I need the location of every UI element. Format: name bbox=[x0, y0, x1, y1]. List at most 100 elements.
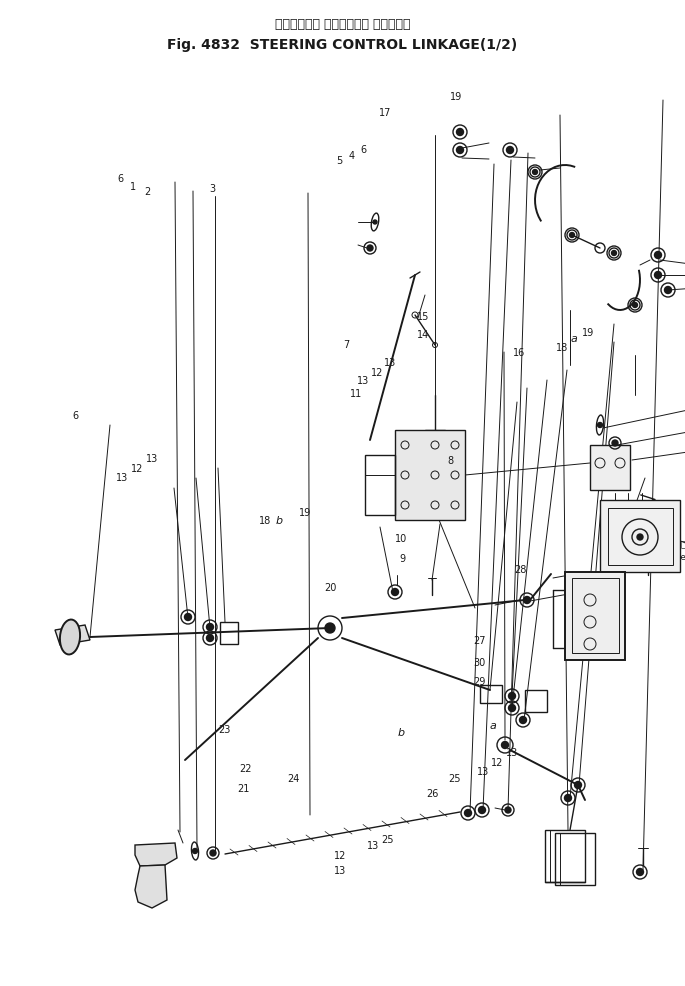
Text: 28: 28 bbox=[514, 565, 527, 575]
Text: 23: 23 bbox=[219, 725, 231, 735]
Circle shape bbox=[464, 810, 471, 816]
Text: 6: 6 bbox=[360, 145, 366, 155]
Circle shape bbox=[532, 170, 538, 175]
Bar bbox=[608, 508, 673, 565]
Ellipse shape bbox=[60, 619, 80, 655]
Text: 6: 6 bbox=[73, 411, 78, 421]
Circle shape bbox=[569, 233, 575, 238]
Bar bbox=[590, 445, 630, 490]
Text: 19: 19 bbox=[450, 92, 462, 102]
Text: ステアリング コントロール リンケージ: ステアリング コントロール リンケージ bbox=[275, 18, 410, 31]
Bar bbox=[480, 685, 502, 703]
Text: 7: 7 bbox=[343, 340, 350, 350]
Text: 8: 8 bbox=[447, 457, 453, 466]
Text: b: b bbox=[276, 516, 283, 526]
Bar bbox=[220, 622, 238, 644]
Circle shape bbox=[632, 303, 638, 308]
Text: 21: 21 bbox=[237, 784, 249, 794]
Text: 9: 9 bbox=[400, 554, 406, 564]
Text: 11: 11 bbox=[350, 389, 362, 399]
Text: 25: 25 bbox=[381, 835, 393, 845]
Text: a: a bbox=[571, 334, 577, 344]
Circle shape bbox=[506, 147, 514, 154]
Text: 15: 15 bbox=[417, 313, 429, 322]
Text: 13: 13 bbox=[384, 358, 397, 368]
Circle shape bbox=[392, 589, 399, 596]
Text: 13: 13 bbox=[506, 748, 519, 758]
Circle shape bbox=[654, 251, 662, 258]
Text: 13: 13 bbox=[146, 455, 158, 464]
Text: 18: 18 bbox=[556, 343, 568, 353]
Text: Steering Case Cover: Steering Case Cover bbox=[672, 552, 685, 561]
Text: 27: 27 bbox=[473, 636, 486, 646]
Circle shape bbox=[664, 287, 671, 294]
Circle shape bbox=[636, 869, 643, 876]
Bar bbox=[572, 578, 619, 653]
Circle shape bbox=[367, 245, 373, 251]
Circle shape bbox=[206, 623, 214, 630]
Text: 13: 13 bbox=[367, 841, 379, 851]
Text: 24: 24 bbox=[287, 774, 299, 784]
Text: 12: 12 bbox=[131, 464, 143, 474]
Bar bbox=[365, 455, 395, 515]
Text: 17: 17 bbox=[379, 108, 391, 118]
Circle shape bbox=[505, 807, 511, 813]
Text: 12: 12 bbox=[371, 368, 383, 378]
Text: 25: 25 bbox=[448, 774, 460, 784]
Circle shape bbox=[210, 850, 216, 856]
Text: b: b bbox=[397, 728, 404, 738]
Text: 12: 12 bbox=[491, 758, 503, 768]
Circle shape bbox=[612, 250, 616, 255]
Text: 2: 2 bbox=[144, 187, 151, 197]
Circle shape bbox=[456, 128, 464, 135]
Circle shape bbox=[519, 717, 527, 724]
Circle shape bbox=[508, 705, 516, 712]
Circle shape bbox=[597, 422, 603, 428]
Text: 13: 13 bbox=[357, 376, 369, 386]
Circle shape bbox=[612, 440, 618, 446]
Polygon shape bbox=[135, 843, 177, 866]
Text: 30: 30 bbox=[473, 658, 486, 668]
Text: 13: 13 bbox=[477, 767, 489, 777]
Text: ステアリングケースカバー: ステアリングケースカバー bbox=[672, 540, 685, 549]
Circle shape bbox=[373, 220, 377, 224]
Circle shape bbox=[456, 147, 464, 154]
Bar bbox=[545, 830, 585, 882]
Text: 13: 13 bbox=[116, 473, 128, 483]
Polygon shape bbox=[55, 625, 90, 645]
Text: 19: 19 bbox=[582, 328, 594, 338]
Circle shape bbox=[325, 623, 335, 633]
Text: 10: 10 bbox=[395, 534, 408, 544]
Text: 12: 12 bbox=[334, 851, 347, 861]
Text: 22: 22 bbox=[239, 764, 251, 774]
Text: Fig. 4832  STEERING CONTROL LINKAGE(1/2): Fig. 4832 STEERING CONTROL LINKAGE(1/2) bbox=[167, 38, 518, 52]
Circle shape bbox=[575, 782, 582, 789]
Circle shape bbox=[523, 597, 530, 603]
Text: 16: 16 bbox=[513, 348, 525, 358]
Text: 14: 14 bbox=[416, 330, 429, 340]
Text: 3: 3 bbox=[210, 184, 215, 194]
Circle shape bbox=[206, 635, 214, 642]
Circle shape bbox=[654, 271, 662, 278]
Text: 20: 20 bbox=[324, 583, 336, 593]
Circle shape bbox=[184, 613, 192, 620]
Text: 13: 13 bbox=[334, 866, 347, 876]
Polygon shape bbox=[395, 430, 465, 520]
Bar bbox=[565, 572, 625, 660]
Bar bbox=[600, 500, 680, 572]
Text: 29: 29 bbox=[473, 677, 486, 687]
Text: 5: 5 bbox=[336, 156, 343, 166]
Polygon shape bbox=[135, 865, 167, 908]
Bar bbox=[525, 690, 547, 712]
Text: 1: 1 bbox=[130, 182, 136, 192]
Text: a: a bbox=[490, 721, 497, 731]
Text: 26: 26 bbox=[427, 789, 439, 799]
Circle shape bbox=[564, 795, 571, 802]
Text: 6: 6 bbox=[118, 175, 123, 184]
Circle shape bbox=[637, 534, 643, 540]
Text: 4: 4 bbox=[349, 151, 354, 161]
Text: 18: 18 bbox=[259, 516, 271, 526]
Bar bbox=[555, 833, 595, 885]
Circle shape bbox=[508, 692, 516, 699]
Circle shape bbox=[479, 807, 486, 813]
